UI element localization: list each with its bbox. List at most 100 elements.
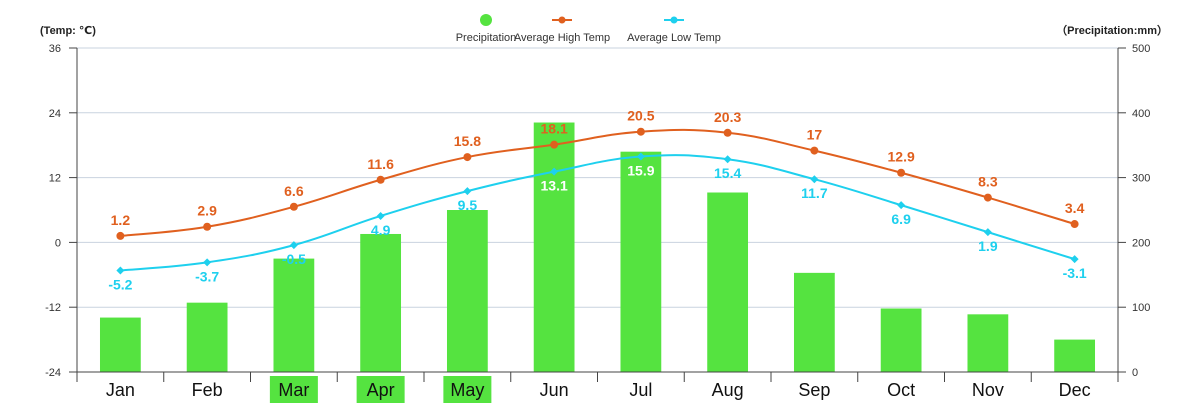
high-temp-label: 6.6 [284, 183, 304, 199]
left-tick-label: 24 [49, 108, 61, 120]
low-temp-label: 1.9 [978, 238, 998, 254]
high-temp-label: 12.9 [888, 149, 915, 165]
high-temp-label: 17 [807, 127, 823, 143]
high-temp-label: 2.9 [197, 203, 217, 219]
left-tick-label: 36 [49, 43, 61, 55]
month-label: Jul [629, 380, 652, 400]
high-temp-label: 3.4 [1065, 200, 1085, 216]
precipitation-bar [707, 192, 749, 372]
low-temp-point [1070, 255, 1079, 264]
low-temp-label: -0.5 [282, 251, 306, 267]
high-temp-point [636, 127, 645, 136]
month-label: Mar [278, 380, 309, 400]
precipitation-bar [1054, 339, 1096, 372]
month-label: Nov [972, 380, 1004, 400]
high-temp-point [983, 193, 992, 202]
high-temp-point [289, 202, 298, 211]
precipitation-bar [533, 122, 575, 373]
low-temp-point [116, 266, 125, 275]
low-temp-point [897, 201, 906, 210]
precipitation-bar [793, 272, 835, 372]
axes: 36 24 12 0 -12 -24 500 400 300 200 100 0 Jan Feb Mar Ap… [45, 43, 1150, 403]
low-temp-point [810, 175, 819, 184]
right-tick-label: 0 [1132, 367, 1138, 379]
right-tick-label: 300 [1132, 173, 1150, 185]
month-label: Dec [1059, 380, 1091, 400]
low-temp-point [376, 211, 385, 220]
month-highlight [443, 376, 492, 403]
low-temp-point [983, 228, 992, 237]
month-label: Sep [798, 380, 830, 400]
legend-marker-icon [670, 16, 678, 24]
left-axis-title: (Temp: ℃) [40, 25, 96, 37]
low-temp-label: -5.2 [108, 276, 132, 292]
temperature-lines [116, 127, 1079, 275]
low-temp-line [120, 154, 1075, 272]
precipitation-bar [967, 314, 1009, 372]
low-temp-label: 15.4 [714, 165, 741, 181]
month-label: Aug [712, 380, 744, 400]
grid-lines [77, 47, 1118, 308]
left-tick-label: 12 [49, 173, 61, 185]
month-label: Feb [192, 380, 223, 400]
high-temp-point [810, 146, 819, 155]
legend-precipitation-icon [480, 14, 492, 26]
low-temp-label: 11.7 [801, 185, 828, 201]
legend-marker-icon [558, 16, 566, 24]
month-label: Apr [367, 380, 395, 400]
month-highlight [356, 376, 405, 403]
month-label: May [450, 380, 484, 400]
high-temp-point [463, 153, 472, 162]
precipitation-bar [99, 317, 141, 372]
low-temp-point [550, 167, 559, 176]
low-temp-label: 9.5 [458, 197, 478, 213]
precipitation-bar [360, 233, 402, 372]
right-tick-label: 200 [1132, 237, 1150, 249]
precipitation-bar [880, 308, 922, 372]
high-temp-label: 18.1 [541, 121, 568, 137]
legend-entry: Average Low Temp [627, 32, 721, 44]
data-labels: 1.2 2.9 6.6 11.6 15.8 18.1 20.5 20.3 17 12.9 8.3 3.… [108, 108, 1087, 293]
legend-entry: Average High Temp [514, 32, 610, 44]
high-temp-point [550, 140, 559, 149]
low-temp-point [203, 258, 212, 267]
precipitation-bar [620, 151, 662, 372]
low-temp-point [723, 155, 732, 164]
precipitation-bars [99, 122, 1096, 373]
right-tick-label: 500 [1132, 43, 1150, 55]
month-highlight [269, 376, 318, 403]
left-tick-label: 0 [55, 237, 61, 249]
high-temp-point [116, 231, 125, 240]
left-tick-label: -24 [45, 367, 61, 379]
low-temp-label: -3.1 [1063, 265, 1087, 281]
low-temp-label: -3.7 [195, 268, 219, 284]
low-temp-point [463, 187, 472, 196]
high-temp-point [376, 175, 385, 184]
month-label: Oct [887, 380, 915, 400]
high-temp-label: 20.5 [627, 108, 654, 124]
low-temp-point [636, 152, 645, 161]
high-temp-label: 8.3 [978, 174, 998, 190]
right-tick-label: 100 [1132, 302, 1150, 314]
month-label: Jun [540, 380, 569, 400]
high-temp-point [1070, 220, 1079, 229]
left-tick-label: -12 [45, 302, 61, 314]
high-temp-point [897, 168, 906, 177]
low-temp-label: 4.9 [371, 222, 391, 238]
right-tick-label: 400 [1132, 108, 1150, 120]
high-temp-label: 11.6 [367, 156, 394, 172]
high-temp-label: 1.2 [111, 212, 131, 228]
precipitation-bar [186, 302, 228, 372]
month-label: Jan [106, 380, 135, 400]
high-temp-label: 20.3 [714, 109, 741, 125]
precipitation-bar [446, 210, 488, 372]
high-temp-point [203, 222, 212, 231]
legend-entry: Precipitation [456, 32, 517, 44]
high-temp-point [723, 128, 732, 137]
precipitation-bar [273, 258, 315, 372]
high-temp-line [120, 128, 1075, 237]
right-axis-title: （Precipitation:mm） [1056, 24, 1168, 37]
low-temp-point [289, 241, 298, 250]
